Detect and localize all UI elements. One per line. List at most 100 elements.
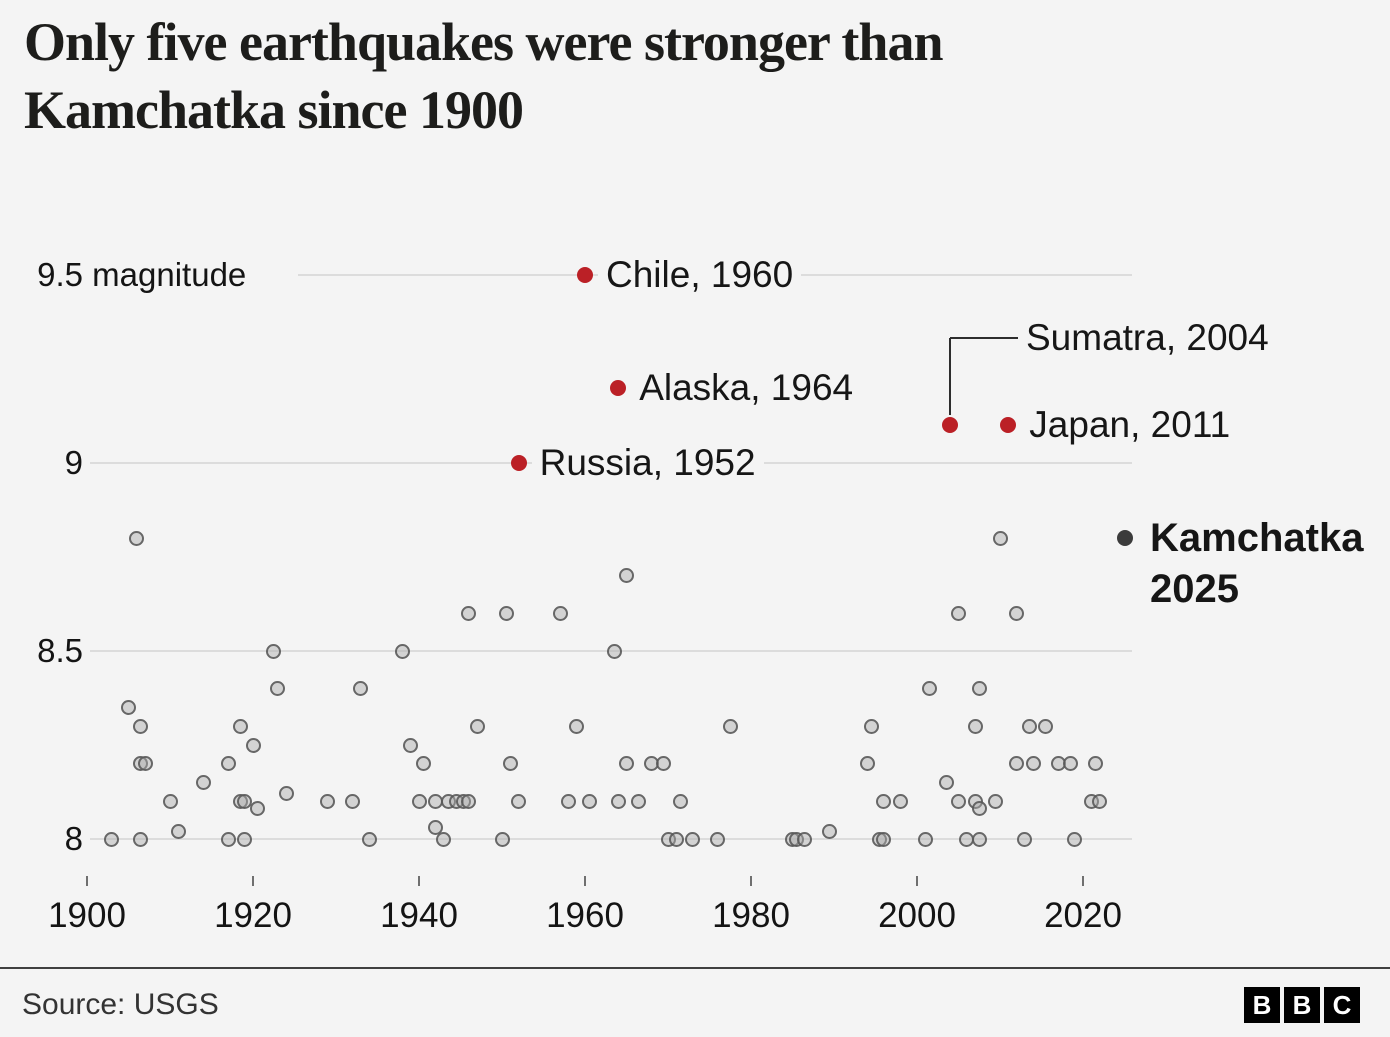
data-point xyxy=(619,756,634,772)
data-point-japan xyxy=(1000,417,1017,434)
annotation-kamchatka-line2: 2025 xyxy=(1150,567,1239,611)
data-point xyxy=(220,831,236,847)
data-point xyxy=(606,643,622,659)
x-axis-label-1900: 1900 xyxy=(48,896,126,935)
data-point xyxy=(498,605,514,621)
data-point xyxy=(892,793,908,809)
data-point xyxy=(610,793,626,809)
data-point xyxy=(917,831,933,847)
data-point xyxy=(428,820,444,836)
data-point xyxy=(560,793,576,809)
callout-line-vertical xyxy=(949,338,952,415)
data-point xyxy=(1063,756,1079,772)
y-axis-label-9.5: 9.5 magnitude xyxy=(24,256,246,294)
x-axis-label-1980: 1980 xyxy=(712,896,790,935)
data-point xyxy=(938,775,954,791)
annotation-kamchatka: Kamchatka 2025 xyxy=(1150,513,1363,615)
data-point-chile xyxy=(577,267,593,283)
data-point xyxy=(1009,605,1025,621)
bbc-logo-letter-1: B xyxy=(1244,987,1280,1023)
data-point xyxy=(403,737,419,753)
annotation-kamchatka-line1: Kamchatka xyxy=(1150,516,1364,560)
data-point xyxy=(672,793,688,809)
y-axis-tick-value: 8.5 xyxy=(37,632,83,669)
data-point xyxy=(133,831,149,847)
data-point xyxy=(656,756,672,772)
data-point xyxy=(1087,756,1103,772)
annotation-alaska: Alaska, 1964 xyxy=(631,364,862,411)
data-point xyxy=(863,718,879,734)
data-point xyxy=(992,530,1008,546)
data-point xyxy=(876,831,892,847)
data-point xyxy=(129,530,145,546)
data-point xyxy=(876,793,892,809)
data-point xyxy=(270,681,286,697)
annotation-chile: Chile, 1960 xyxy=(598,252,802,298)
footer-divider xyxy=(0,967,1390,969)
data-point xyxy=(1021,718,1037,734)
y-axis-tick-value: 8 xyxy=(64,820,83,857)
data-point xyxy=(668,831,684,847)
data-point xyxy=(967,718,983,734)
data-point xyxy=(121,699,136,715)
data-point xyxy=(436,831,452,847)
x-axis-label-2000: 2000 xyxy=(878,896,956,935)
data-point xyxy=(469,718,485,734)
x-axis-tick-1920 xyxy=(252,876,254,886)
x-axis-tick-2020 xyxy=(1082,876,1084,886)
data-point xyxy=(494,831,510,847)
data-point xyxy=(581,793,597,809)
y-axis-label-8.5: 8.5 xyxy=(24,632,83,670)
data-point xyxy=(162,793,178,809)
data-point xyxy=(411,793,427,809)
data-point xyxy=(133,718,149,734)
x-axis-tick-1960 xyxy=(584,876,586,886)
source-credit: Source: USGS xyxy=(22,988,219,1021)
data-point-alaska xyxy=(610,379,627,396)
y-axis-tick-value: 9.5 xyxy=(37,256,83,293)
data-point xyxy=(170,823,186,839)
data-point xyxy=(461,793,477,809)
data-point xyxy=(137,756,153,772)
callout-line-horizontal xyxy=(950,337,1018,339)
x-axis-label-2020: 2020 xyxy=(1044,896,1122,935)
data-point xyxy=(345,793,361,809)
data-point xyxy=(569,718,585,734)
data-point-kamchatka xyxy=(1116,530,1133,547)
data-point xyxy=(631,793,647,809)
data-point xyxy=(461,605,477,621)
bbc-logo-letter-2: B xyxy=(1284,987,1320,1023)
x-axis-label-1960: 1960 xyxy=(546,896,624,935)
data-point xyxy=(722,718,738,734)
chart-title-line1: Only five earthquakes were stronger than xyxy=(24,12,943,72)
data-point xyxy=(1025,756,1041,772)
data-point xyxy=(1017,831,1033,847)
x-axis-label-1920: 1920 xyxy=(214,896,292,935)
data-point xyxy=(415,756,431,772)
data-point xyxy=(104,831,120,847)
data-point xyxy=(249,801,265,817)
data-point xyxy=(278,786,294,802)
data-point xyxy=(511,793,527,809)
data-point xyxy=(951,605,966,621)
data-point xyxy=(394,643,410,659)
data-point xyxy=(1009,756,1025,772)
y-axis-tick-value: 9 xyxy=(64,444,83,481)
data-point xyxy=(195,775,211,791)
bbc-logo-letter-3: C xyxy=(1324,987,1360,1023)
y-axis-label-8: 8 xyxy=(24,820,83,858)
chart-title-line2: Kamchatka since 1900 xyxy=(24,80,524,140)
data-point xyxy=(971,831,987,847)
data-point xyxy=(237,793,253,809)
data-point xyxy=(266,643,282,659)
data-point xyxy=(361,831,377,847)
data-point xyxy=(951,793,966,809)
data-point xyxy=(971,681,987,697)
annotation-sumatra: Sumatra, 2004 xyxy=(1026,317,1269,358)
x-axis-tick-1900 xyxy=(86,876,88,886)
data-point xyxy=(619,568,634,584)
x-axis-tick-2000 xyxy=(916,876,918,886)
gridline-8 xyxy=(90,838,1132,840)
